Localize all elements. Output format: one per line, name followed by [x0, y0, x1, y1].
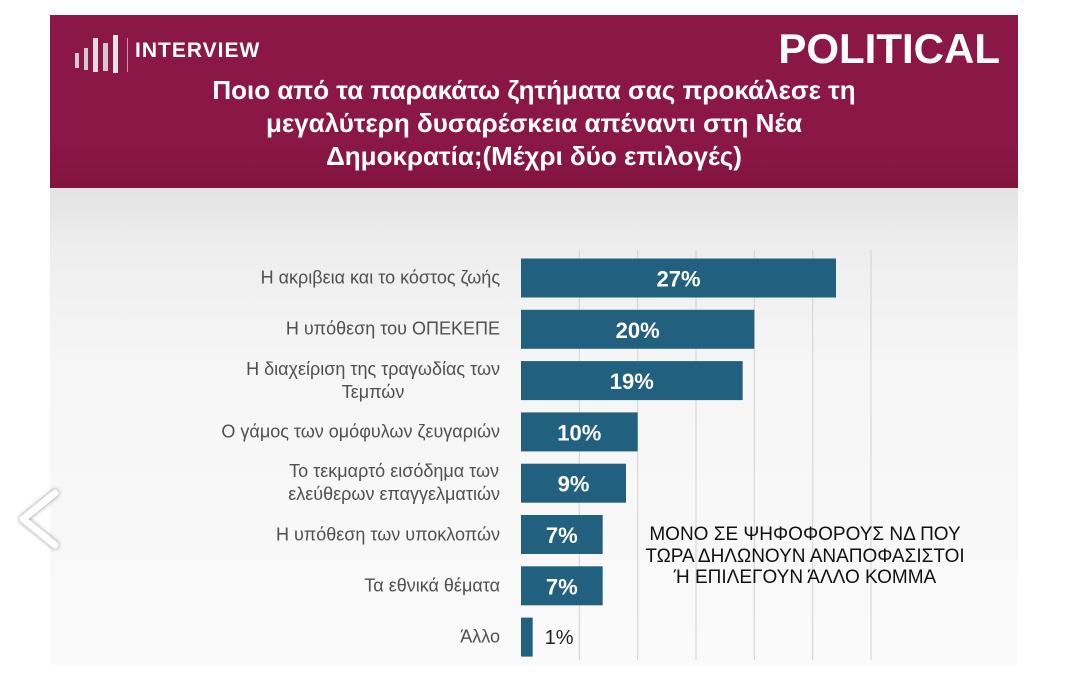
- data-label-6: 7%: [546, 574, 578, 599]
- header-banner: INTERVIEW POLITICAL Ποιο από τα παρακάτω…: [50, 15, 1018, 188]
- bar-3: [521, 412, 638, 452]
- data-label-0: 27%: [656, 267, 700, 292]
- logo-bars-icon: [75, 35, 118, 73]
- bar-chart: 27% 20% 19% 10% 9% 7% 7% 1%: [521, 250, 872, 660]
- category-label-text: Το τεκμαρτό εισόδημα των ελεύθερων επαγγ…: [288, 461, 500, 505]
- data-label-7: 1%: [545, 627, 574, 649]
- chevron-left-icon: [19, 489, 59, 549]
- data-label-2: 19%: [610, 369, 654, 394]
- chart-annotation: ΜΟΝΟ ΣΕ ΨΗΦΟΦΟΡΟΥΣ ΝΔ ΠΟΥ ΤΩΡΑ ΔΗΛΩΝΟΥΝ …: [645, 524, 965, 588]
- bar-6: [521, 566, 603, 606]
- category-label-text: Η διαχείριση της τραγωδίας των Τεμπών: [246, 358, 500, 402]
- bar-4: [521, 463, 626, 503]
- category-label-text: Η ακριβεια και το κόστος ζωής: [260, 267, 500, 288]
- category-label-2: Η διαχείριση της τραγωδίας των Τεμπών: [50, 358, 500, 404]
- data-label-4: 9%: [558, 472, 590, 497]
- data-labels: 27% 20% 19% 10% 9% 7% 7% 1%: [545, 267, 701, 650]
- interview-logo: INTERVIEW: [75, 35, 295, 75]
- chart-title: Ποιο από τα παρακάτω ζητήματα σας προκάλ…: [212, 75, 856, 171]
- bar-7: [521, 617, 533, 657]
- category-label-4: Το τεκμαρτό εισόδημα των ελεύθερων επαγγ…: [50, 460, 500, 506]
- category-label-7: Άλλο: [50, 626, 500, 649]
- data-label-5: 7%: [546, 523, 578, 548]
- chart-area: 27% 20% 19% 10% 9% 7% 7% 1% Η ακριβεια και το κ…: [50, 188, 1018, 665]
- category-label-text: Άλλο: [460, 626, 500, 647]
- category-labels: Η ακριβεια και το κόστος ζωής Η υπόθεση τ…: [50, 188, 1018, 665]
- previous-slide-button[interactable]: [12, 486, 64, 552]
- category-label-5: Η υπόθεση των υποκλοπών: [50, 523, 500, 546]
- category-label-text: Ο γάμος των ομόφυλων ζευγαριών: [221, 421, 500, 442]
- category-label-1: Η υπόθεση του ΟΠΕΚΕΠΕ: [50, 318, 500, 341]
- category-label-0: Η ακριβεια και το κόστος ζωής: [50, 267, 500, 290]
- data-label-3: 10%: [557, 420, 601, 445]
- category-label-text: Η υπόθεση του ΟΠΕΚΕΠΕ: [285, 318, 500, 339]
- bar-2: [521, 361, 743, 401]
- category-label-3: Ο γάμος των ομόφυλων ζευγαριών: [50, 420, 500, 443]
- bar-5: [521, 515, 603, 554]
- category-label-text: Η υπόθεση των υποκλοπών: [275, 524, 500, 544]
- bar-1: [521, 309, 755, 349]
- category-label-text: Τα εθνικά θέματα: [364, 575, 500, 596]
- political-label: POLITICAL: [778, 25, 1000, 72]
- category-label-6: Τα εθνικά θέματα: [50, 574, 500, 597]
- data-label-1: 20%: [616, 318, 660, 343]
- logo-divider: [127, 38, 128, 72]
- brand-name: INTERVIEW: [135, 39, 261, 62]
- bars: [521, 258, 836, 657]
- bar-0: [521, 258, 836, 298]
